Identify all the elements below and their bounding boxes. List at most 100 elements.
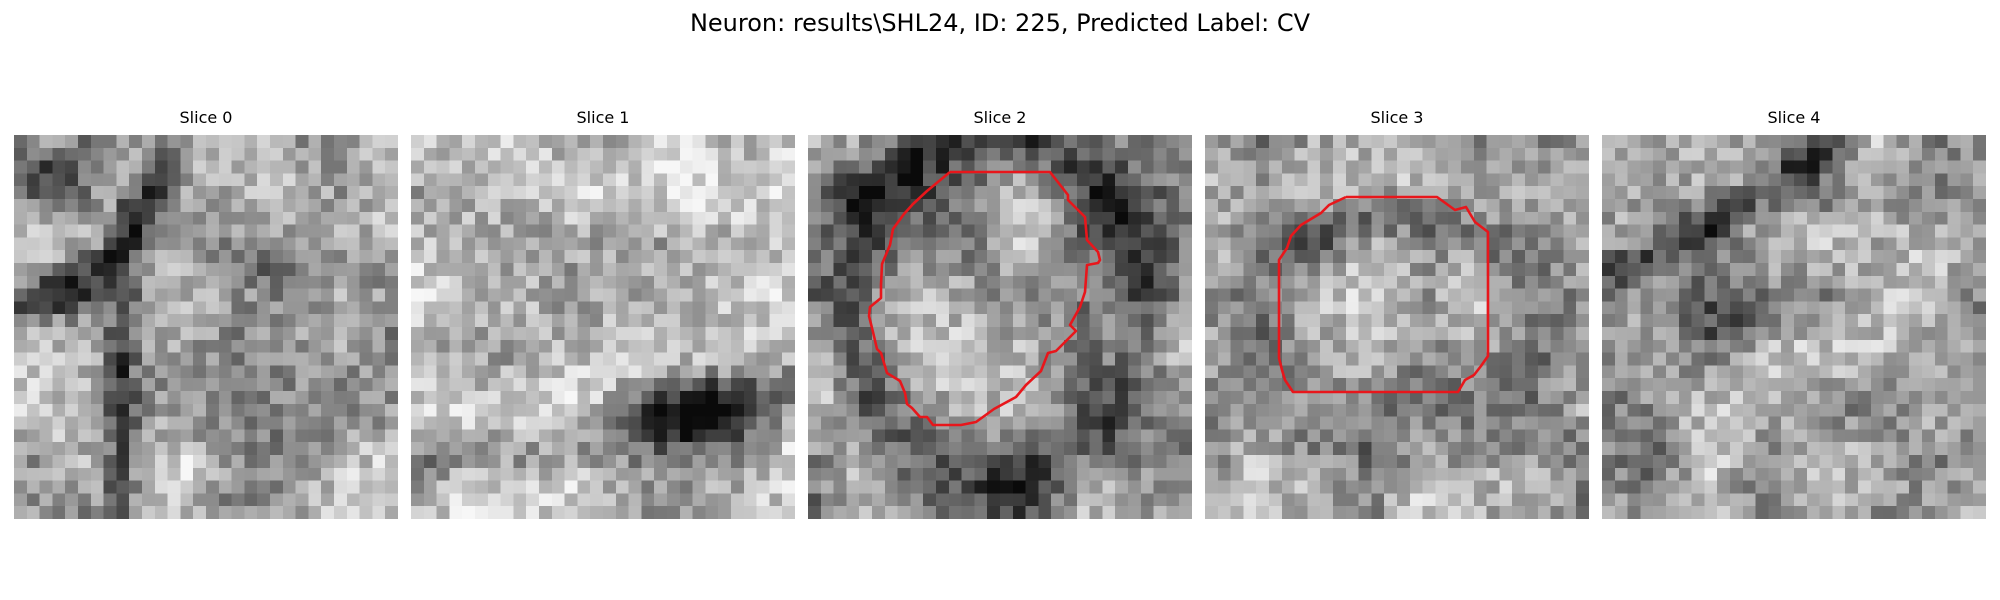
pixel-cell [308,506,322,519]
pixel-cell [1281,263,1295,277]
pixel-cell [423,173,437,187]
pixel-cell [1345,480,1359,494]
pixel-cell [1499,352,1513,366]
pixel-cell [731,467,745,481]
pixel-cell [577,480,591,494]
pixel-cell [743,275,757,289]
pixel-cell [1205,173,1219,187]
pixel-cell [1883,352,1897,366]
pixel-cell [513,480,527,494]
pixel-cell [1038,160,1052,174]
pixel-cell [193,352,207,366]
pixel-cell [359,186,373,200]
pixel-cell [1794,391,1808,405]
pixel-cell [411,135,425,149]
pixel-cell [65,135,79,149]
pixel-cell [1512,378,1526,392]
pixel-cell [1947,224,1961,238]
pixel-cell [718,391,732,405]
pixel-cell [1896,365,1910,379]
pixel-cell [872,378,886,392]
pixel-cell [180,327,194,341]
pixel-cell [1179,378,1192,392]
pixel-cell [1794,160,1808,174]
pixel-cell [142,339,156,353]
pixel-cell [1627,378,1641,392]
pixel-cell [1102,493,1116,507]
pixel-cell [1409,288,1423,302]
pixel-cell [718,442,732,456]
pixel-cell [1128,352,1142,366]
pixel-cell [769,403,783,417]
pixel-cell [1217,199,1231,213]
pixel-cell [1896,467,1910,481]
pixel-cell [1140,147,1154,161]
pixel-cell [39,147,53,161]
pixel-cell [244,314,258,328]
pixel-cell [423,199,437,213]
pixel-cell [603,263,617,277]
pixel-cell [1832,365,1846,379]
pixel-cell [948,288,962,302]
pixel-cell [1140,352,1154,366]
pixel-cell [833,275,847,289]
pixel-cell [1307,506,1321,519]
pixel-cell [487,314,501,328]
slice-image [411,135,795,519]
pixel-cell [1448,429,1462,443]
pixel-cell [462,429,476,443]
pixel-cell [833,314,847,328]
pixel-cell [1448,480,1462,494]
pixel-cell [679,467,693,481]
pixel-cell [372,339,386,353]
pixel-cell [615,275,629,289]
pixel-cell [872,199,886,213]
pixel-cell [1960,493,1974,507]
pixel-cell [1140,442,1154,456]
pixel-cell [436,237,450,251]
pixel-cell [1128,314,1142,328]
pixel-cell [1140,467,1154,481]
pixel-cell [1281,250,1295,264]
pixel-cell [1858,224,1872,238]
pixel-cell [1922,160,1936,174]
pixel-cell [308,160,322,174]
pixel-cell [1102,288,1116,302]
pixel-cell [1422,365,1436,379]
pixel-cell [1602,352,1616,366]
pixel-cell [462,339,476,353]
pixel-cell [1281,199,1295,213]
pixel-cell [1409,352,1423,366]
pixel-cell [1358,250,1372,264]
pixel-cell [872,147,886,161]
pixel-cell [769,211,783,225]
pixel-cell [782,327,795,341]
pixel-cell [487,263,501,277]
pixel-cell [551,186,565,200]
pixel-cell [1012,288,1026,302]
pixel-cell [1140,186,1154,200]
pixel-cell [1576,147,1589,161]
pixel-cell [1294,493,1308,507]
pixel-cell [1243,352,1257,366]
pixel-cell [1486,493,1500,507]
pixel-cell [769,237,783,251]
pixel-cell [26,237,40,251]
pixel-cell [1922,365,1936,379]
pixel-cell [641,186,655,200]
pixel-cell [1525,173,1539,187]
pixel-cell [551,173,565,187]
pixel-cell [14,237,28,251]
pixel-cell [1409,199,1423,213]
pixel-cell [564,506,578,519]
pixel-cell [1166,352,1180,366]
pixel-cell [1422,416,1436,430]
pixel-cell [923,186,937,200]
pixel-cell [846,173,860,187]
pixel-cell [577,493,591,507]
pixel-cell [1806,365,1820,379]
pixel-cell [1960,314,1974,328]
pixel-cell [1140,403,1154,417]
pixel-cell [884,391,898,405]
pixel-cell [577,416,591,430]
